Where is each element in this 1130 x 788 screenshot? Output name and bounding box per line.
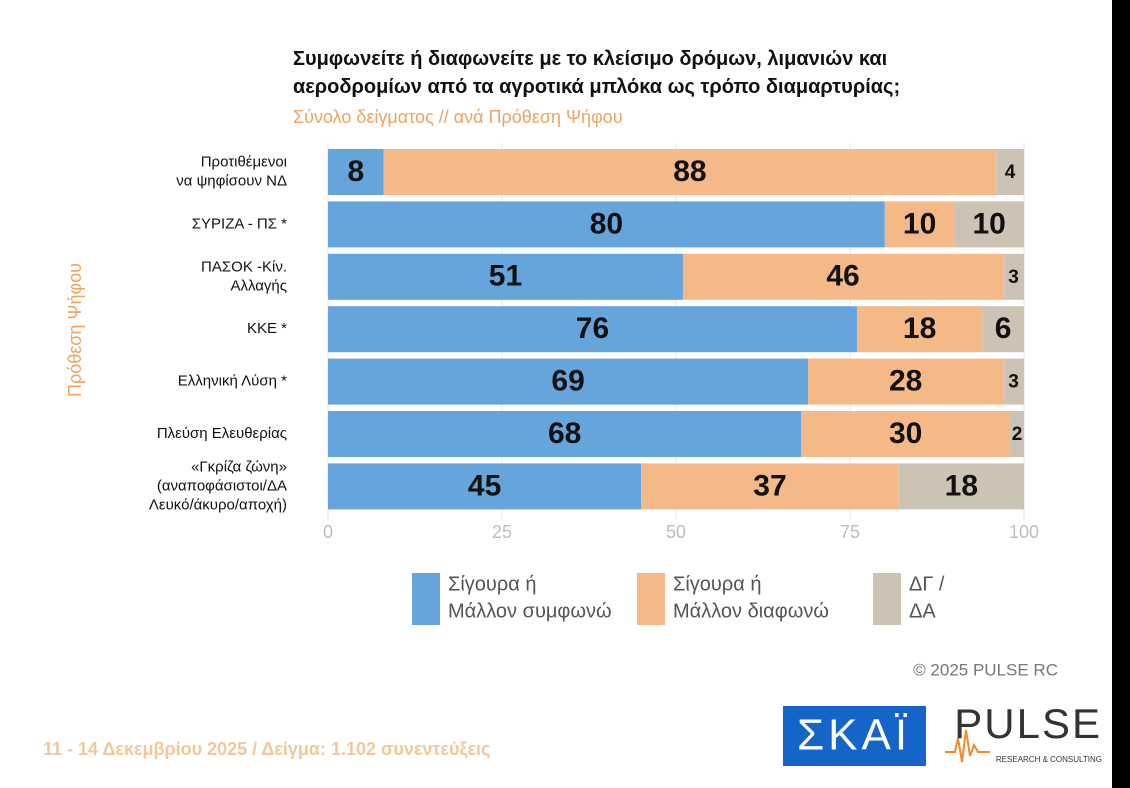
skai-logo: ΣΚΑΪ [797, 711, 911, 760]
category-label: ΣΥΡΙΖΑ - ΠΣ * [192, 215, 287, 232]
value-label: 4 [1005, 162, 1016, 183]
value-label: 45 [468, 469, 501, 502]
value-label: 37 [753, 469, 786, 502]
x-tick-label: 75 [840, 522, 860, 542]
value-label: 10 [973, 207, 1006, 240]
footer: 11 - 14 Δεκεμβρίου 2025 / Δείγμα: 1.102 … [43, 739, 490, 760]
bar-segment [328, 306, 857, 353]
value-label: 76 [576, 312, 609, 345]
value-label: 3 [1008, 372, 1019, 393]
chart-subtitle: Σύνολο δείγματος // ανά Πρόθεση Ψήφου [293, 107, 623, 127]
legend-swatch [873, 573, 901, 625]
value-label: 18 [945, 469, 978, 502]
edge-bar [1112, 0, 1130, 788]
legend-label: ΔΓ / ΔΑ [909, 574, 945, 623]
x-tick-label: 100 [1009, 522, 1039, 542]
value-label: 2 [1012, 424, 1023, 445]
bar-segment [996, 149, 1024, 195]
bar-segment [801, 411, 1011, 457]
legend-label: Σίγουρα ή Μάλλον διαφωνώ [673, 574, 829, 623]
value-label: 6 [995, 312, 1012, 345]
category-label: Προτιθέμενοι να ψηφίσουν ΝΔ [176, 153, 287, 189]
bar-segment [1003, 253, 1024, 300]
pulse-logo-wave [945, 729, 990, 763]
bar-segment [1003, 358, 1024, 405]
value-label: 10 [903, 207, 936, 240]
bar-segment [808, 358, 1004, 405]
legend-swatch [412, 573, 440, 625]
category-label: Ελληνική Λύση * [178, 373, 287, 390]
value-label: 8 [347, 155, 364, 188]
bar-segment [328, 149, 384, 195]
value-label: 68 [548, 417, 581, 450]
bar-segment [884, 201, 955, 248]
category-label: Πλεύση Ελευθερίας [157, 425, 287, 442]
bar-segment [982, 306, 1024, 353]
bar-segment [328, 253, 683, 300]
skai-logo-box [783, 706, 926, 766]
bar-segment [328, 411, 802, 457]
bar-segment [954, 201, 1024, 248]
copyright: © 2025 PULSE RC [913, 660, 1058, 679]
value-label: 88 [673, 155, 706, 188]
bar-segment [328, 358, 809, 405]
category-label: ΠΑΣΟΚ -Κίν. Αλλαγής [201, 258, 287, 294]
value-label: 30 [889, 417, 922, 450]
legend-label: Σίγουρα ή Μάλλον συμφωνώ [448, 574, 612, 623]
bar-segment [898, 463, 1024, 510]
x-tick-label: 25 [492, 522, 512, 542]
category-label: «Γκρίζα ζώνη» (αναποφάσιστοι/ΔΑ Λευκό/άκυρ… [149, 458, 287, 513]
bar-segment [328, 463, 642, 510]
value-label: 28 [889, 365, 922, 398]
value-label: 69 [551, 365, 584, 398]
category-label: ΚΚΕ * [247, 320, 287, 337]
value-label: 18 [903, 312, 936, 345]
chart-title: Συμφωνείτε ή διαφωνείτε με το κλείσιμο δ… [293, 48, 900, 98]
bar-segment [383, 149, 997, 195]
pulse-tagline: RESEARCH & CONSULTING [996, 755, 1102, 764]
value-label: 3 [1008, 267, 1019, 288]
value-label: 51 [489, 260, 522, 293]
bar-segment [856, 306, 983, 353]
value-label: 80 [590, 207, 623, 240]
bar-segment [328, 201, 885, 248]
y-axis-label: Πρόθεση Ψήφου [65, 263, 85, 397]
value-label: 46 [826, 260, 859, 293]
bar-segment [682, 253, 1004, 300]
bar-segment [1010, 411, 1024, 457]
legend-swatch [637, 573, 665, 625]
x-tick-label: 0 [323, 522, 333, 542]
bar-segment [641, 463, 899, 510]
pulse-logo: PULSE [954, 700, 1102, 747]
x-tick-label: 50 [666, 522, 686, 542]
